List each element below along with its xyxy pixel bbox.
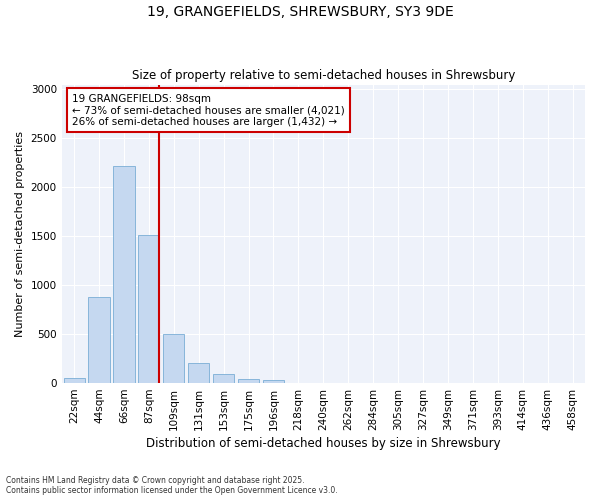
Bar: [163, 334, 184, 383]
Text: Contains HM Land Registry data © Crown copyright and database right 2025.
Contai: Contains HM Land Registry data © Crown c…: [6, 476, 338, 495]
Title: Size of property relative to semi-detached houses in Shrewsbury: Size of property relative to semi-detach…: [131, 69, 515, 82]
Bar: [238, 378, 259, 383]
Y-axis label: Number of semi-detached properties: Number of semi-detached properties: [15, 131, 25, 337]
X-axis label: Distribution of semi-detached houses by size in Shrewsbury: Distribution of semi-detached houses by …: [146, 437, 500, 450]
Text: 19 GRANGEFIELDS: 98sqm
← 73% of semi-detached houses are smaller (4,021)
26% of : 19 GRANGEFIELDS: 98sqm ← 73% of semi-det…: [72, 94, 345, 126]
Bar: [213, 374, 234, 383]
Bar: [188, 364, 209, 383]
Bar: [64, 378, 85, 383]
Bar: [113, 166, 134, 383]
Bar: [88, 297, 110, 383]
Text: 19, GRANGEFIELDS, SHREWSBURY, SY3 9DE: 19, GRANGEFIELDS, SHREWSBURY, SY3 9DE: [146, 5, 454, 19]
Bar: [263, 380, 284, 383]
Bar: [138, 236, 160, 383]
